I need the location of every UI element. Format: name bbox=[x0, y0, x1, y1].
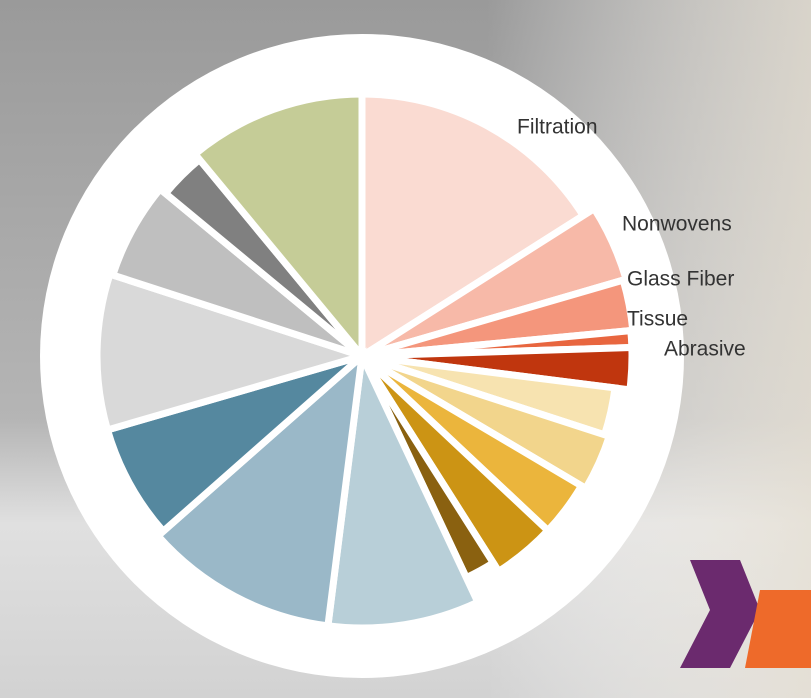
pie bbox=[93, 90, 637, 632]
pie-slice bbox=[359, 353, 553, 577]
logo-orange bbox=[745, 590, 811, 668]
pie-slice bbox=[153, 347, 367, 630]
slice-label: Abrasive bbox=[664, 338, 746, 361]
slice-label: Tissue bbox=[627, 308, 688, 331]
pie-slice bbox=[190, 90, 366, 366]
slice-label: Glass Fiber bbox=[627, 268, 734, 291]
pie-slice bbox=[93, 269, 374, 435]
pie-slice bbox=[108, 184, 365, 360]
pie-slice bbox=[323, 343, 483, 632]
slice-label: Nonwovens bbox=[622, 213, 732, 236]
pie-slice bbox=[358, 90, 589, 363]
slice-label: Filtration bbox=[517, 116, 598, 139]
logo-purple bbox=[680, 560, 760, 668]
labels: Filtration Nonwovens Glass Fiber Tissue Abra… bbox=[517, 116, 746, 361]
